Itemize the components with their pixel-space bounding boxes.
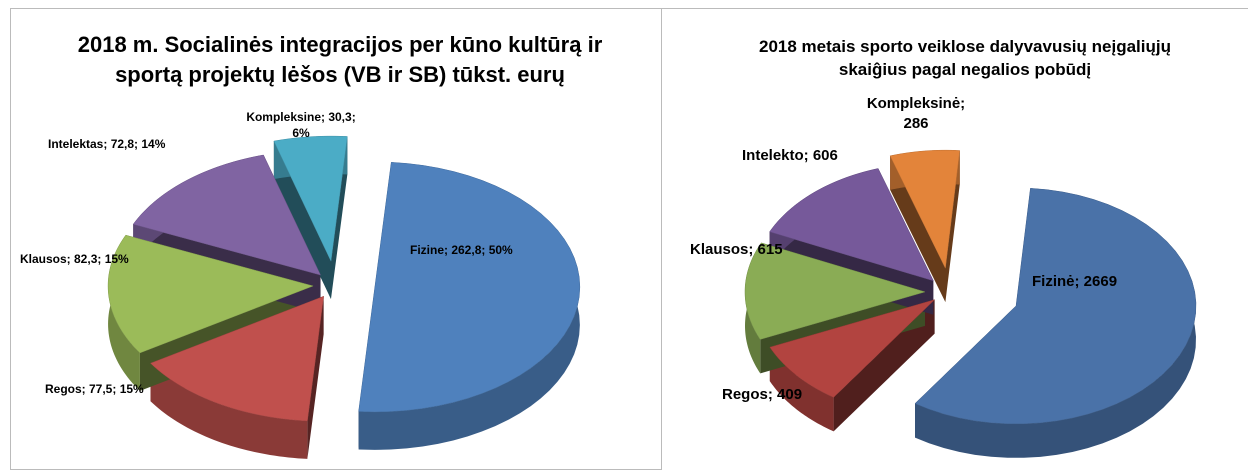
slice <box>132 154 321 276</box>
slice <box>107 234 314 354</box>
slice-side <box>915 188 1196 458</box>
data-label: Regos; 409 <box>722 386 803 403</box>
data-label: Fizine; 262,8; 50% <box>410 243 513 257</box>
chart-panel <box>661 8 1248 470</box>
slice <box>914 188 1197 425</box>
data-label: Klausos; 82,3; 15% <box>20 252 129 266</box>
slice <box>769 168 934 282</box>
data-label: Fizinė; 2669 <box>1032 273 1118 290</box>
slice-side <box>890 150 960 303</box>
slice <box>150 295 324 422</box>
data-label: Intelektas; 72,8; 14% <box>48 137 166 151</box>
chart-title: 2018 m. Socialinės integracijos per kūno… <box>77 32 603 87</box>
data-label: Klausos; 615 <box>690 241 783 258</box>
chart-title: 2018 metais sporto veiklose dalyvavusių … <box>759 37 1171 79</box>
slice-side <box>273 136 348 300</box>
data-label: Kompleksine; 30,3; 6% <box>246 110 356 140</box>
data-label: Intelekto; 606 <box>742 147 838 164</box>
slice <box>358 162 581 413</box>
slice-side <box>150 363 308 459</box>
slice-side <box>769 347 834 432</box>
data-label: Regos; 77,5; 15% <box>45 382 144 396</box>
slice <box>273 135 348 262</box>
slice <box>889 149 961 270</box>
data-label: Kompleksinė; 286 <box>866 95 966 132</box>
slice <box>744 242 926 340</box>
slice <box>769 299 935 398</box>
